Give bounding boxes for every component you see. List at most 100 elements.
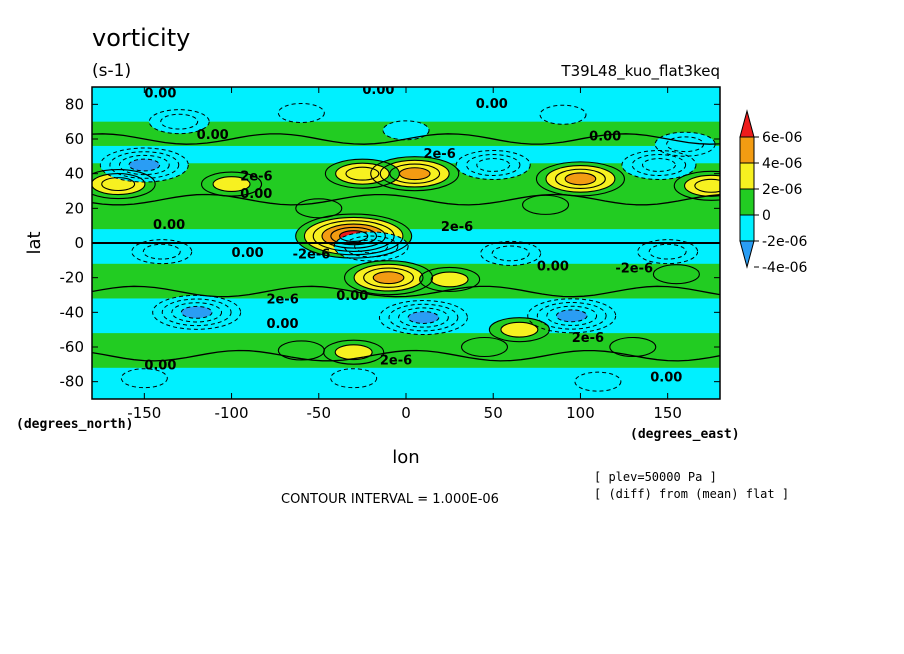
feature-5-ring-2 xyxy=(213,176,251,192)
feature-4-contour-1 xyxy=(92,169,156,200)
feature-12-contour-1 xyxy=(148,109,210,135)
contour-label-1: 0.00 xyxy=(362,83,394,98)
zero-contour-3 xyxy=(92,349,720,362)
feature-15-contour-2 xyxy=(388,303,459,332)
feature-3-ring-3 xyxy=(694,179,720,193)
x-tick-label-6: 150 xyxy=(653,404,682,422)
contour-label-13: 2e-6 xyxy=(240,170,272,185)
feature-30-ring-1 xyxy=(461,337,508,357)
y-axis-label: lat xyxy=(24,231,45,254)
contour-label-5: 0.00 xyxy=(240,187,272,202)
feature-17-contour-1 xyxy=(333,231,409,262)
feature-30-contour-1 xyxy=(460,336,509,358)
feature-4-ring-3 xyxy=(101,177,135,191)
zero-contour-2 xyxy=(92,285,720,298)
feature-23-ring-1 xyxy=(540,105,586,125)
y-tick-label-7: 60 xyxy=(65,130,84,148)
feature-32-contour-1 xyxy=(323,339,385,365)
feature-12-ring-2 xyxy=(160,114,198,130)
feature-21-ring-1 xyxy=(278,103,325,123)
contour-label-15: 2e-6 xyxy=(266,293,298,308)
feature-18 xyxy=(480,241,541,266)
feature-34-contour-1 xyxy=(652,264,700,285)
feature-29-ring-1 xyxy=(278,340,325,360)
contour-label-4: 0.00 xyxy=(589,130,621,145)
feature-0-contour-1 xyxy=(370,156,460,192)
y-tick-label-4: 0 xyxy=(74,234,84,252)
feature-31-ring-1 xyxy=(609,337,656,357)
contour-labels: 0.00 0.00 0.00 0.00 0.00 0.00 0.00 0.00 0.00 0.00… xyxy=(144,83,682,386)
feature-29 xyxy=(278,340,325,360)
feature-7-contour-3 xyxy=(363,267,414,288)
feature-19 xyxy=(637,239,698,264)
feature-2-contour-3 xyxy=(555,168,606,190)
feature-9-contour-1 xyxy=(99,147,189,183)
feature-33-ring-2 xyxy=(500,322,538,338)
feature-0-ring-4 xyxy=(399,167,431,180)
feature-24-contour-1 xyxy=(120,368,168,389)
y-tick-label-5: 20 xyxy=(65,199,84,217)
feature-2-contour-1 xyxy=(535,161,625,197)
feature-15-ring-4 xyxy=(408,311,439,324)
contour-label-19: -2e-6 xyxy=(615,261,653,276)
feature-2-contour-4 xyxy=(564,172,597,186)
feature-20-contour-2 xyxy=(142,243,181,260)
feature-9-contour-3 xyxy=(118,154,170,176)
band-1 xyxy=(92,145,720,164)
feature-19-contour-2 xyxy=(648,243,687,260)
feature-28 xyxy=(522,195,569,215)
x-tick-label-2: -50 xyxy=(307,404,332,422)
feature-9-contour-4 xyxy=(128,158,161,172)
contour-label-14: 2e-6 xyxy=(423,147,455,162)
feature-21 xyxy=(278,103,325,123)
feature-3-contour-3 xyxy=(694,178,720,193)
y-tick-label-2: -40 xyxy=(60,303,85,321)
feature-7-contour-4 xyxy=(372,271,405,285)
colorbar-label-0: 6e-06 xyxy=(762,130,802,146)
feature-32 xyxy=(323,340,384,365)
feature-10-contour-3 xyxy=(476,158,511,172)
feature-24 xyxy=(121,368,168,388)
contour-label-12: 0.00 xyxy=(336,289,368,304)
feature-25 xyxy=(330,368,377,388)
run-label: T39L48_kuo_flat3keq xyxy=(560,62,720,81)
feature-11-ring-3 xyxy=(642,158,676,172)
colorbar-label-2: 2e-06 xyxy=(762,182,802,198)
contour-label-10: 0.00 xyxy=(144,359,176,374)
y-tick-label-6: 40 xyxy=(65,165,84,183)
colorbar-cap-bottom xyxy=(739,240,755,269)
feature-2-contour-2 xyxy=(545,165,616,193)
feature-16-contour-4 xyxy=(555,309,588,323)
y-tick-label-3: -20 xyxy=(60,269,85,287)
feature-15-contour-1 xyxy=(378,300,468,336)
x-tick-label-0: -150 xyxy=(127,404,161,422)
feature-21-contour-1 xyxy=(277,103,325,123)
units-label: (s-1) xyxy=(92,61,131,81)
feature-12-contour-2 xyxy=(160,113,199,130)
feature-7-contour-1 xyxy=(344,260,434,296)
y-axis-units: (degrees_north) xyxy=(16,417,133,432)
x-tick-label-1: -100 xyxy=(215,404,249,422)
feature-16-ring-4 xyxy=(556,309,588,322)
feature-1-contour-2 xyxy=(335,162,390,185)
feature-20 xyxy=(131,239,192,264)
feature-23-contour-1 xyxy=(539,104,587,125)
feature-14-contour-2 xyxy=(161,298,232,327)
feature-6-contour-2 xyxy=(303,216,404,256)
feature-14-contour-1 xyxy=(152,294,242,330)
x-tick-label-3: 0 xyxy=(401,404,411,422)
colorbar-segment-3 xyxy=(739,188,755,216)
feature-1-ring-3 xyxy=(345,167,379,181)
colorbar-segment-1 xyxy=(739,136,755,164)
feature-18-contour-2 xyxy=(491,245,530,262)
note-plev: [ plev=50000 Pa ] xyxy=(594,470,717,484)
contour-label-0: 0.00 xyxy=(144,86,176,101)
feature-23 xyxy=(540,105,586,125)
feature-8-contour-2 xyxy=(430,271,469,288)
feature-10-ring-3 xyxy=(476,158,510,172)
feature-11-contour-2 xyxy=(631,154,687,176)
feature-31-contour-1 xyxy=(609,336,657,358)
feature-26-ring-1 xyxy=(574,372,621,392)
plot-area: 0.00 0.00 0.00 0.00 0.00 0.00 0.00 0.00 0.00 0.00… xyxy=(91,83,721,400)
